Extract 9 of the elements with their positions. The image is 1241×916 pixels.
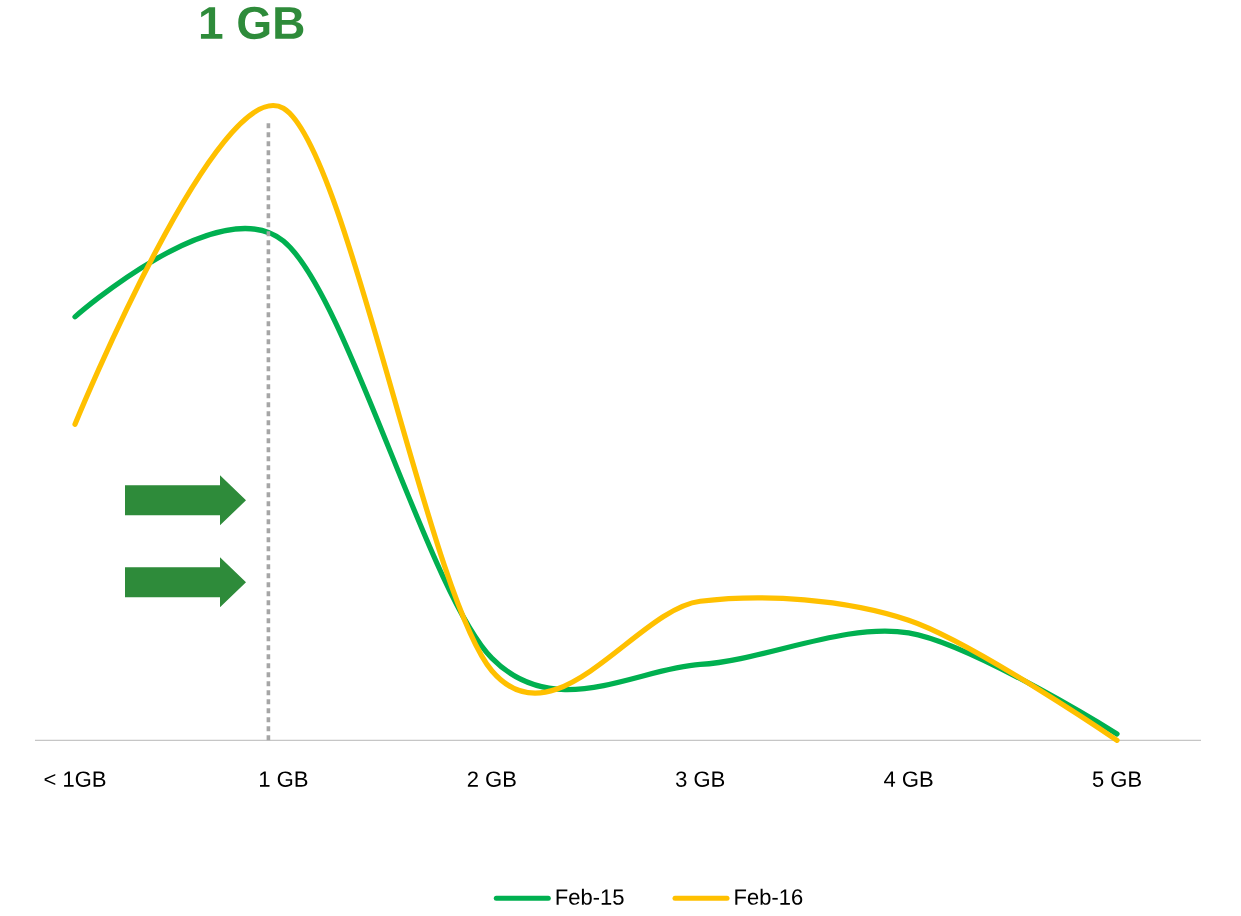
- x-tick-label: 2 GB: [467, 771, 516, 788]
- ref-line-label: 1 GB: [200, 6, 304, 40]
- x-tick-label: < 1GB: [44, 771, 106, 788]
- x-tick-label: 3 GB: [675, 771, 725, 788]
- x-tick-label: 1 GB: [260, 771, 308, 788]
- x-tick-label: 5 GB: [1092, 771, 1141, 788]
- legend-label: Feb-16: [735, 888, 803, 906]
- x-tick-label: 4 GB: [884, 771, 933, 788]
- legend-label: Feb-15: [556, 888, 624, 906]
